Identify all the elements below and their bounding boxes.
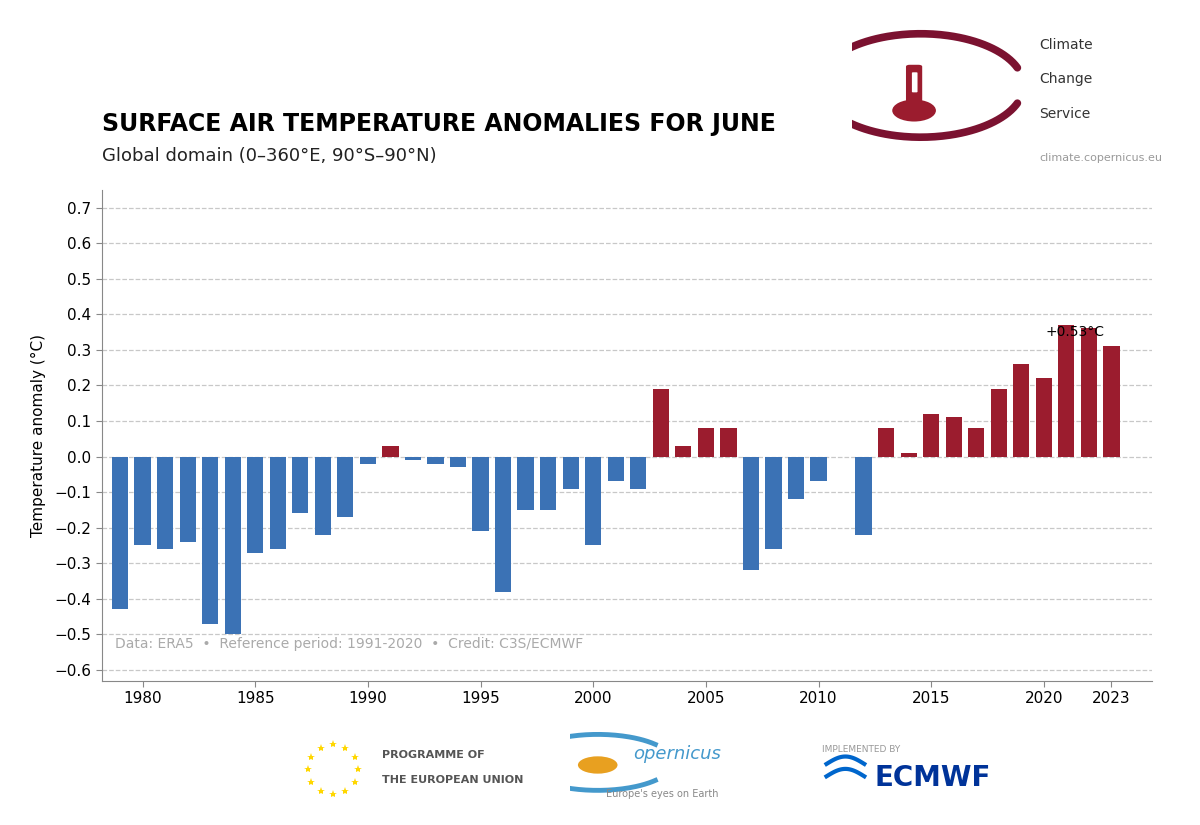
Bar (788, 456, 804, 499)
Text: +0.53°C: +0.53°C (1045, 325, 1105, 339)
Bar (112, 456, 128, 610)
Bar (202, 456, 218, 624)
Text: climate.copernicus.eu: climate.copernicus.eu (1039, 153, 1163, 163)
Bar (607, 456, 624, 482)
Bar (878, 428, 894, 456)
Bar (1036, 379, 1052, 456)
Bar (743, 456, 760, 570)
Text: Change: Change (1039, 73, 1092, 86)
Bar (697, 428, 714, 456)
Bar (1103, 346, 1120, 456)
Text: opernicus: opernicus (634, 745, 721, 763)
Bar (1058, 325, 1074, 456)
Bar (923, 414, 940, 456)
Bar (180, 456, 196, 542)
Text: Data: ERA5  •  Reference period: 1991-2020  •  Credit: C3S/ECMWF: Data: ERA5 • Reference period: 1991-2020… (115, 637, 583, 651)
Bar (134, 456, 151, 545)
Bar (540, 456, 557, 510)
Bar (1013, 364, 1030, 456)
Text: Global domain (0–360°E, 90°S–90°N): Global domain (0–360°E, 90°S–90°N) (102, 147, 437, 165)
Bar (337, 456, 354, 517)
Bar (270, 456, 286, 549)
Text: Service: Service (1039, 106, 1091, 120)
Bar (473, 456, 488, 531)
Text: SURFACE AIR TEMPERATURE ANOMALIES FOR JUNE: SURFACE AIR TEMPERATURE ANOMALIES FOR JU… (102, 112, 776, 136)
Bar (427, 456, 444, 464)
Bar (404, 456, 421, 460)
Text: PROGRAMME OF: PROGRAMME OF (382, 750, 485, 760)
Circle shape (578, 757, 618, 774)
Text: ECMWF: ECMWF (875, 764, 991, 791)
Bar (946, 417, 962, 456)
Bar (586, 456, 601, 545)
Bar (563, 456, 578, 488)
Bar (676, 446, 691, 456)
Bar (450, 456, 466, 467)
Text: Climate: Climate (1039, 38, 1093, 52)
Bar (856, 456, 871, 535)
Bar (900, 453, 917, 456)
Bar (720, 428, 737, 456)
Bar (383, 446, 398, 456)
Bar (1081, 328, 1097, 456)
Text: Europe's eyes on Earth: Europe's eyes on Earth (606, 789, 718, 799)
Bar (517, 456, 534, 510)
Bar (224, 456, 241, 634)
FancyBboxPatch shape (906, 65, 923, 109)
Bar (766, 456, 781, 549)
FancyBboxPatch shape (912, 73, 918, 92)
Circle shape (893, 100, 936, 121)
Bar (810, 456, 827, 482)
Y-axis label: Temperature anomaly (°C): Temperature anomaly (°C) (31, 333, 47, 537)
Bar (991, 389, 1007, 456)
Bar (292, 456, 308, 513)
Bar (247, 456, 263, 553)
Bar (968, 428, 984, 456)
Text: THE EUROPEAN UNION: THE EUROPEAN UNION (382, 775, 523, 785)
Bar (653, 389, 668, 456)
Bar (314, 456, 331, 535)
Bar (494, 456, 511, 592)
Bar (157, 456, 173, 549)
Text: IMPLEMENTED BY: IMPLEMENTED BY (822, 745, 900, 753)
Bar (630, 456, 647, 488)
Bar (360, 456, 376, 464)
